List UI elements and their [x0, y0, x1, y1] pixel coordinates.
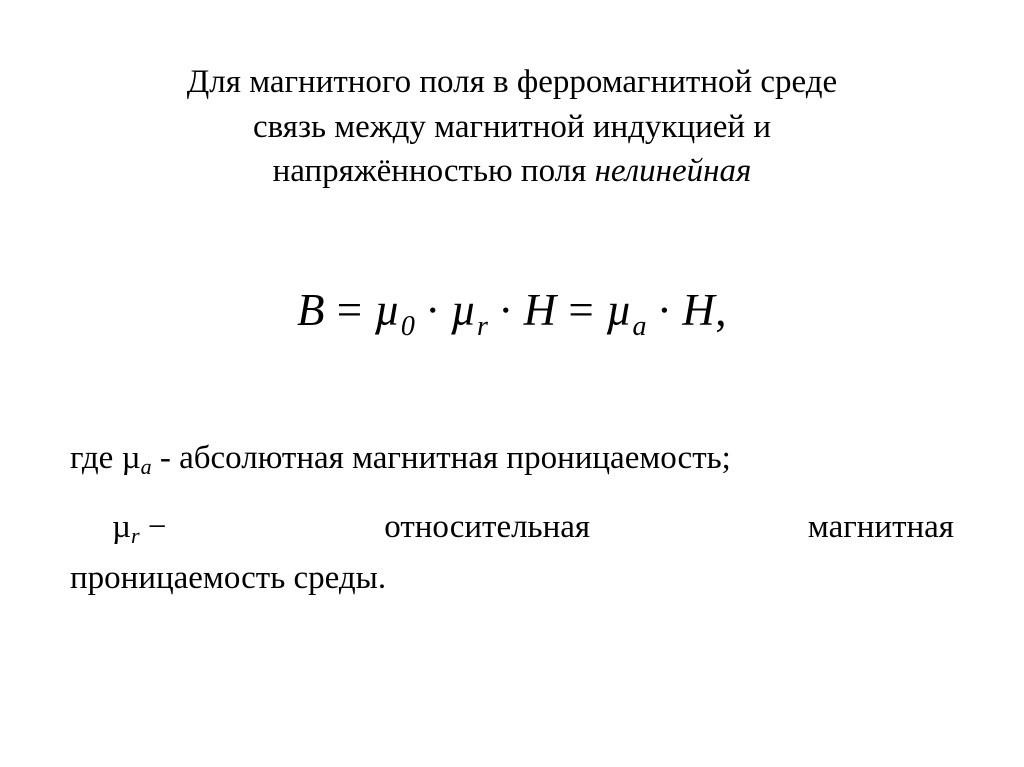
op-eq2: = — [557, 285, 606, 335]
sym-B: B — [297, 285, 325, 335]
intro-line3-em: нелинейная — [595, 153, 752, 189]
op-dot3: ∙ — [647, 285, 682, 335]
sym-mur: µ — [451, 285, 477, 335]
sub-a: a — [633, 311, 648, 342]
intro-line3a: напряжённостью поля — [273, 153, 595, 189]
definition-mu-a: где µa - абсолютная магнитная проницаемо… — [70, 433, 954, 484]
op-dot1: ∙ — [415, 285, 450, 335]
intro-line1: Для магнитного поля в ферромагнитной сре… — [187, 64, 837, 100]
definition-mu-r: µr − относительная магнитная проницаемос… — [112, 502, 954, 604]
definitions: где µa - абсолютная магнитная проницаемо… — [70, 433, 954, 604]
sub-r: r — [477, 311, 488, 342]
main-formula: B = µ0 ∙ µr ∙ H = µa ∙ H, — [70, 284, 954, 343]
sym-mu0: µ — [374, 285, 400, 335]
sym-H1: H — [524, 285, 557, 335]
def-a-mu: µ — [122, 440, 141, 476]
intro-text: Для магнитного поля в ферромагнитной сре… — [70, 60, 954, 194]
def-r-w1: относительная — [384, 502, 590, 553]
sym-H2: H — [682, 285, 715, 335]
slide: Для магнитного поля в ферромагнитной сре… — [0, 0, 1024, 767]
def-r-minus: − — [140, 509, 167, 545]
def-a-prefix: где — [70, 440, 122, 476]
def-a-sub: a — [141, 454, 152, 479]
def-r-sub: r — [131, 523, 140, 548]
intro-line2: связь между магнитной индукцией и — [253, 109, 771, 145]
op-eq1: = — [325, 285, 374, 335]
op-dot2: ∙ — [488, 285, 523, 335]
def-r-w2: магнитная — [808, 502, 954, 553]
sym-mua: µ — [606, 285, 632, 335]
comma: , — [715, 285, 727, 335]
def-r-mu: µ — [112, 509, 131, 545]
sub-0: 0 — [401, 311, 416, 342]
def-r-line2: проницаемость среды. — [70, 553, 954, 604]
def-a-text: - абсолютная магнитная проницаемость; — [152, 440, 731, 476]
